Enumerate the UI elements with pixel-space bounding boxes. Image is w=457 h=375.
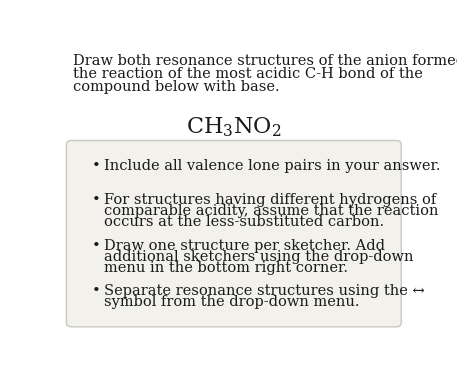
Text: $\mathregular{CH_3NO_2}$: $\mathregular{CH_3NO_2}$ (186, 116, 282, 140)
Text: comparable acidity, assume that the reaction: comparable acidity, assume that the reac… (104, 204, 438, 218)
Text: •: • (92, 159, 101, 173)
FancyBboxPatch shape (66, 141, 401, 327)
Text: compound below with base.: compound below with base. (73, 80, 279, 94)
Text: occurs at the less-substituted carbon.: occurs at the less-substituted carbon. (104, 215, 384, 229)
Text: Separate resonance structures using the ↔: Separate resonance structures using the … (104, 284, 425, 298)
Text: •: • (92, 239, 101, 253)
Text: •: • (92, 193, 101, 207)
Text: •: • (92, 284, 101, 298)
Text: symbol from the drop-down menu.: symbol from the drop-down menu. (104, 295, 359, 309)
Text: Include all valence lone pairs in your answer.: Include all valence lone pairs in your a… (104, 159, 440, 173)
Text: the reaction of the most acidic C-H bond of the: the reaction of the most acidic C-H bond… (73, 67, 423, 81)
Text: Draw one structure per sketcher. Add: Draw one structure per sketcher. Add (104, 239, 385, 253)
Text: menu in the bottom right corner.: menu in the bottom right corner. (104, 261, 348, 275)
Text: additional sketchers using the drop-down: additional sketchers using the drop-down (104, 250, 413, 264)
Text: Draw both resonance structures of the anion formed by: Draw both resonance structures of the an… (73, 54, 457, 68)
Text: For structures having different hydrogens of: For structures having different hydrogen… (104, 193, 436, 207)
